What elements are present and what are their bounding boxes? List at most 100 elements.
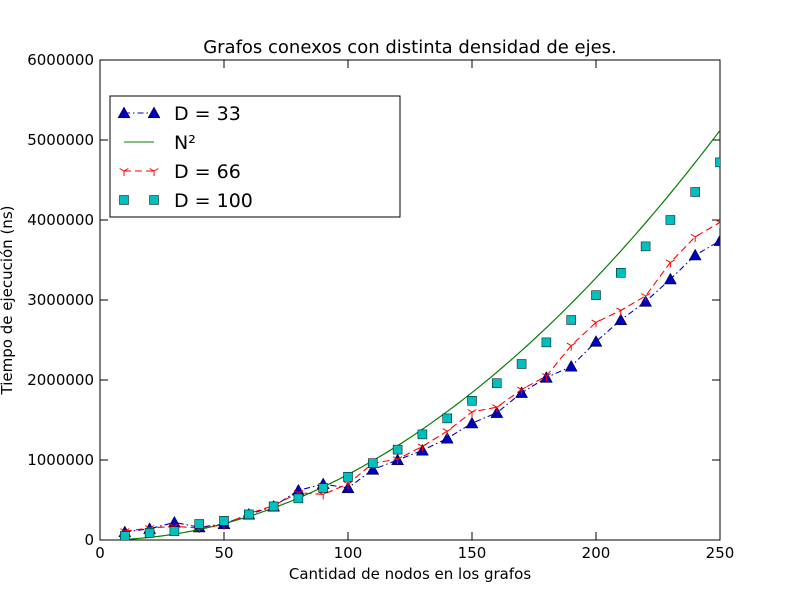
marker-stroke xyxy=(521,386,527,391)
legend-entry: N² xyxy=(124,132,196,154)
data-point xyxy=(614,313,628,326)
y-tick-label: 3000000 xyxy=(27,291,94,309)
data-point xyxy=(715,219,720,228)
marker-stroke xyxy=(616,307,622,311)
y-tick-label: 2000000 xyxy=(27,371,94,389)
data-point xyxy=(268,501,279,512)
marker-stroke xyxy=(546,373,551,377)
marker-stroke xyxy=(393,456,398,460)
data-point xyxy=(541,337,552,348)
x-tick-label: 50 xyxy=(214,544,233,562)
marker-stroke xyxy=(153,168,159,172)
series-line xyxy=(124,221,720,532)
data-point xyxy=(665,259,675,268)
data-point xyxy=(368,458,378,468)
data-point xyxy=(442,428,452,437)
marker-stroke xyxy=(169,523,175,527)
legend-marker xyxy=(147,106,161,119)
marker-stroke xyxy=(145,525,150,529)
data-point xyxy=(167,515,181,528)
data-point xyxy=(715,157,720,168)
marker-stroke xyxy=(570,342,576,347)
legend-entry: D = 66 xyxy=(119,161,241,183)
series-line xyxy=(124,240,720,533)
data-point xyxy=(492,404,502,413)
marker-stroke xyxy=(665,259,671,263)
legend-label: D = 100 xyxy=(174,190,253,212)
data-point xyxy=(566,342,576,351)
data-point xyxy=(713,234,720,246)
legend-marker xyxy=(119,168,129,176)
series-3 xyxy=(120,157,720,540)
marker-stroke xyxy=(670,259,675,263)
data-point xyxy=(244,509,254,520)
legend-marker xyxy=(149,168,159,176)
marker-stroke xyxy=(694,233,700,238)
data-point xyxy=(616,268,626,278)
legend-marker xyxy=(119,195,129,205)
data-point xyxy=(517,386,527,395)
data-point xyxy=(591,290,601,300)
data-point xyxy=(690,233,700,242)
marker-stroke xyxy=(422,443,427,447)
marker-stroke xyxy=(149,525,155,529)
marker-stroke xyxy=(719,221,720,223)
marker-stroke xyxy=(541,373,547,377)
marker-stroke xyxy=(446,428,452,432)
data-point xyxy=(417,429,428,440)
x-axis-label: Cantidad de nodos en los grafos xyxy=(289,565,531,583)
legend-marker xyxy=(117,106,131,119)
legend-label: D = 66 xyxy=(174,161,241,183)
marker-stroke xyxy=(715,219,720,223)
marker-stroke xyxy=(124,528,130,532)
marker-stroke xyxy=(293,489,299,494)
marker-stroke xyxy=(442,428,448,432)
data-point xyxy=(169,526,180,536)
marker-stroke xyxy=(120,528,126,532)
data-point xyxy=(541,373,551,381)
data-point xyxy=(392,444,403,455)
marker-stroke xyxy=(471,409,477,413)
data-point xyxy=(120,531,130,540)
data-point xyxy=(564,359,578,372)
y-tick-label: 5000000 xyxy=(27,131,94,149)
legend-entry: D = 100 xyxy=(119,190,253,212)
marker-stroke xyxy=(641,293,646,297)
marker-stroke xyxy=(347,481,353,485)
data-point xyxy=(144,528,155,538)
data-point xyxy=(465,416,479,429)
marker-stroke xyxy=(174,523,179,527)
x-tick-label: 200 xyxy=(582,544,611,562)
marker-stroke xyxy=(467,409,473,413)
marker-stroke xyxy=(492,404,498,408)
data-layer xyxy=(118,129,720,540)
series-2 xyxy=(120,219,720,537)
chart-title: Grafos conexos con distinta densidad de … xyxy=(203,37,617,58)
marker-stroke xyxy=(566,342,572,347)
y-tick-label: 1000000 xyxy=(27,451,94,469)
data-point xyxy=(467,409,477,417)
legend-label: N² xyxy=(174,132,196,154)
x-tick-label: 250 xyxy=(706,544,735,562)
y-tick-label: 4000000 xyxy=(27,211,94,229)
legend: D = 33 N² D = 66 D = 100 xyxy=(109,95,401,218)
data-point xyxy=(589,335,603,347)
data-point xyxy=(616,307,626,316)
data-point xyxy=(417,443,427,452)
legend-marker xyxy=(149,195,159,205)
data-point xyxy=(641,293,651,301)
marker-stroke xyxy=(645,293,651,297)
marker-stroke xyxy=(595,319,601,323)
marker-stroke xyxy=(620,307,626,311)
data-point xyxy=(516,359,527,369)
marker-stroke xyxy=(517,386,522,391)
y-axis-label: Tiempo de ejecución (ns) xyxy=(0,206,16,396)
data-point xyxy=(440,431,454,444)
marker-stroke xyxy=(417,443,423,447)
data-point xyxy=(318,483,328,493)
series-0 xyxy=(118,234,720,538)
marker-stroke xyxy=(343,481,349,485)
plot-area: 0 50 100 150 200 250 0 1000000 2000000 3000000 400… xyxy=(27,51,734,562)
marker-stroke xyxy=(690,233,696,238)
